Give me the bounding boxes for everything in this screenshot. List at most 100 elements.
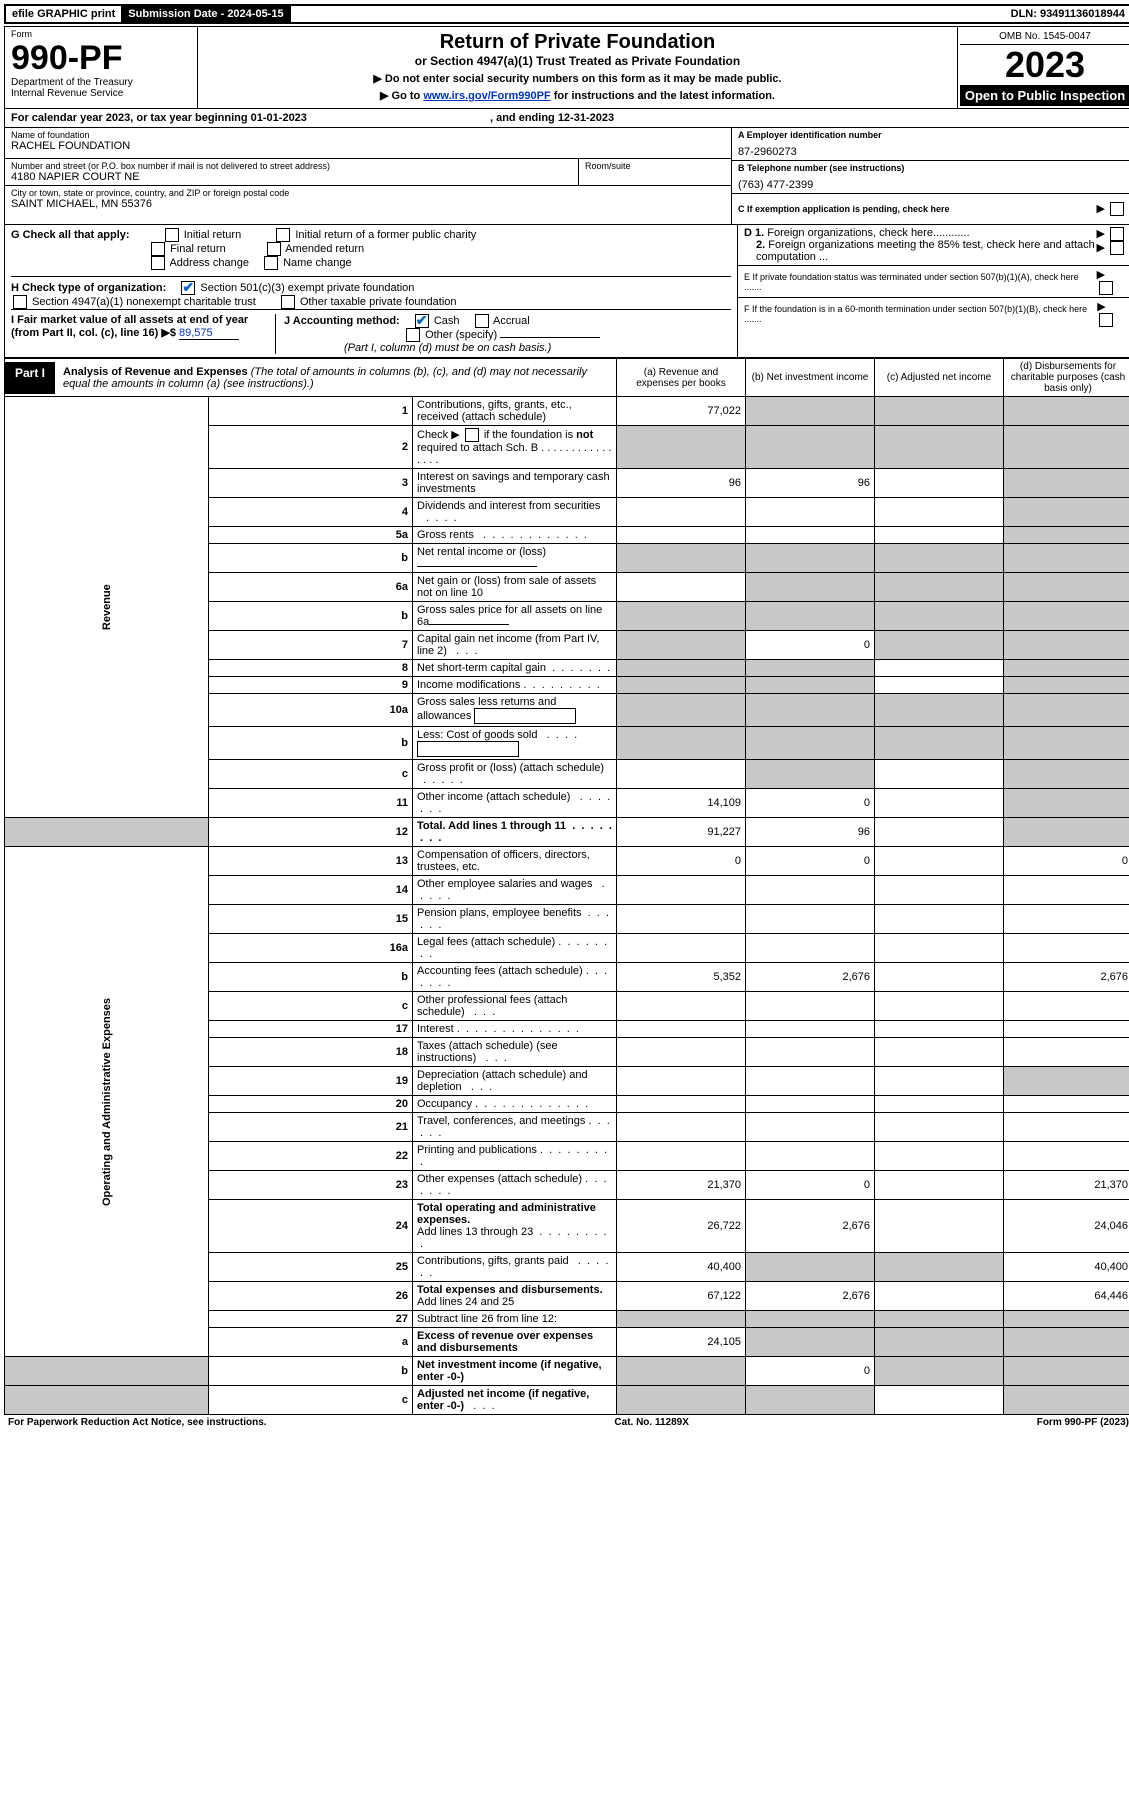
r10a-desc: Gross sales less returns and allowances (413, 694, 617, 727)
e-chk[interactable] (1099, 281, 1113, 295)
r13-desc: Compensation of officers, directors, tru… (413, 847, 617, 876)
r14-num: 14 (209, 876, 413, 905)
r25-d: 40,400 (1004, 1253, 1129, 1282)
cal-year-begin: For calendar year 2023, or tax year begi… (11, 112, 307, 124)
h-other: Other taxable private foundation (300, 296, 457, 308)
instr-link[interactable]: www.irs.gov/Form990PF (423, 90, 550, 102)
r5a-num: 5a (209, 527, 413, 544)
r26-desc: Total expenses and disbursements. Add li… (413, 1282, 617, 1311)
ein-label: A Employer identification number (738, 130, 1126, 140)
i-value: 89,575 (179, 327, 239, 340)
city-label: City or town, state or province, country… (11, 188, 725, 198)
r25-a: 40,400 (617, 1253, 746, 1282)
col-d-header: (d) Disbursements for charitable purpose… (1004, 359, 1129, 397)
top-bar: efile GRAPHIC print Submission Date - 20… (4, 4, 1129, 24)
r24-b: 2,676 (746, 1200, 875, 1253)
phone-value: (763) 477-2399 (738, 179, 1126, 191)
r1-d (1004, 397, 1129, 426)
r27-num: 27 (209, 1311, 413, 1328)
r27c-desc: Adjusted net income (if negative, enter … (413, 1386, 617, 1415)
j-cash-chk[interactable] (415, 314, 429, 328)
g-row: G Check all that apply: Initial return I… (11, 228, 731, 270)
r5a-desc: Gross rents . . . . . . . . . . . . (413, 527, 617, 544)
j-accrual-chk[interactable] (475, 314, 489, 328)
r24-a: 26,722 (617, 1200, 746, 1253)
instr-2: ▶ Go to www.irs.gov/Form990PF for instru… (202, 89, 953, 102)
r23-num: 23 (209, 1171, 413, 1200)
r18-desc: Taxes (attach schedule) (see instruction… (413, 1038, 617, 1067)
f-chk[interactable] (1099, 313, 1113, 327)
g-amended-chk[interactable] (267, 242, 281, 256)
ghij-def-row: G Check all that apply: Initial return I… (4, 225, 1129, 358)
g-name-change: Name change (283, 257, 352, 269)
footer: For Paperwork Reduction Act Notice, see … (4, 1415, 1129, 1430)
r11-b: 0 (746, 789, 875, 818)
r16b-b: 2,676 (746, 963, 875, 992)
r9-desc: Income modifications . . . . . . . . . (413, 677, 617, 694)
d2-chk[interactable] (1110, 241, 1124, 255)
h-4947: Section 4947(a)(1) nonexempt charitable … (32, 296, 256, 308)
r26-b: 2,676 (746, 1282, 875, 1311)
r1-b (746, 397, 875, 426)
r23-d: 21,370 (1004, 1171, 1129, 1200)
r19-desc: Depreciation (attach schedule) and deple… (413, 1067, 617, 1096)
r6a-num: 6a (209, 573, 413, 602)
r2-chk[interactable] (465, 428, 479, 442)
r10c-num: c (209, 760, 413, 789)
r3-a: 96 (617, 469, 746, 498)
r11-a: 14,109 (617, 789, 746, 818)
g-addr-chk[interactable] (151, 256, 165, 270)
r12-b: 96 (746, 818, 875, 847)
g-final: Final return (170, 243, 226, 255)
r16a-num: 16a (209, 934, 413, 963)
h-4947-chk[interactable] (13, 295, 27, 309)
form-word: Form (11, 29, 191, 39)
foundation-addr: 4180 NAPIER COURT NE (11, 171, 572, 183)
r24-num: 24 (209, 1200, 413, 1253)
h-501-chk[interactable] (181, 281, 195, 295)
h-other-chk[interactable] (281, 295, 295, 309)
r25-desc: Contributions, gifts, grants paid . . . … (413, 1253, 617, 1282)
r16a-desc: Legal fees (attach schedule) . . . . . .… (413, 934, 617, 963)
header-center: Return of Private Foundation or Section … (198, 27, 957, 108)
foundation-name: RACHEL FOUNDATION (11, 140, 725, 152)
r26-a: 67,122 (617, 1282, 746, 1311)
j-other-chk[interactable] (406, 328, 420, 342)
g-initial-chk[interactable] (165, 228, 179, 242)
addr-cell: Number and street (or P.O. box number if… (5, 159, 731, 186)
phone-cell: B Telephone number (see instructions) (7… (732, 161, 1129, 194)
instr-1: ▶ Do not enter social security numbers o… (202, 72, 953, 85)
g-name-chk[interactable] (264, 256, 278, 270)
ein-value: 87-2960273 (738, 146, 1126, 158)
footer-right: Form 990-PF (2023) (1037, 1417, 1129, 1428)
r16c-desc: Other professional fees (attach schedule… (413, 992, 617, 1021)
g-final-chk[interactable] (151, 242, 165, 256)
room-label: Room/suite (585, 161, 725, 171)
r21-num: 21 (209, 1113, 413, 1142)
footer-mid: Cat. No. 11289X (614, 1417, 688, 1428)
dln: DLN: 93491136018944 (1005, 6, 1129, 22)
r4-num: 4 (209, 498, 413, 527)
phone-label: B Telephone number (see instructions) (738, 163, 1126, 173)
j-cash: Cash (434, 315, 460, 327)
part1-label: Part I (5, 362, 55, 394)
d1-chk[interactable] (1110, 227, 1124, 241)
foundation-city: SAINT MICHAEL, MN 55376 (11, 198, 725, 210)
addr-label: Number and street (or P.O. box number if… (11, 161, 572, 171)
dept-treasury: Department of the Treasury Internal Reve… (11, 77, 191, 99)
g-initial-former-chk[interactable] (276, 228, 290, 242)
header-right: OMB No. 1545-0047 2023 Open to Public In… (957, 27, 1129, 108)
h-label: H Check type of organization: (11, 282, 166, 294)
j-note: (Part I, column (d) must be on cash basi… (344, 342, 551, 354)
g-label: G Check all that apply: (11, 229, 130, 241)
ein-cell: A Employer identification number 87-2960… (732, 128, 1129, 161)
col-b-header: (b) Net investment income (746, 359, 875, 397)
r24-d: 24,046 (1004, 1200, 1129, 1253)
tax-year: 2023 (960, 45, 1129, 85)
r13-d: 0 (1004, 847, 1129, 876)
r23-desc: Other expenses (attach schedule) . . . .… (413, 1171, 617, 1200)
c-checkbox[interactable] (1110, 202, 1124, 216)
r10c-desc: Gross profit or (loss) (attach schedule)… (413, 760, 617, 789)
r7-b: 0 (746, 631, 875, 660)
r26-num: 26 (209, 1282, 413, 1311)
